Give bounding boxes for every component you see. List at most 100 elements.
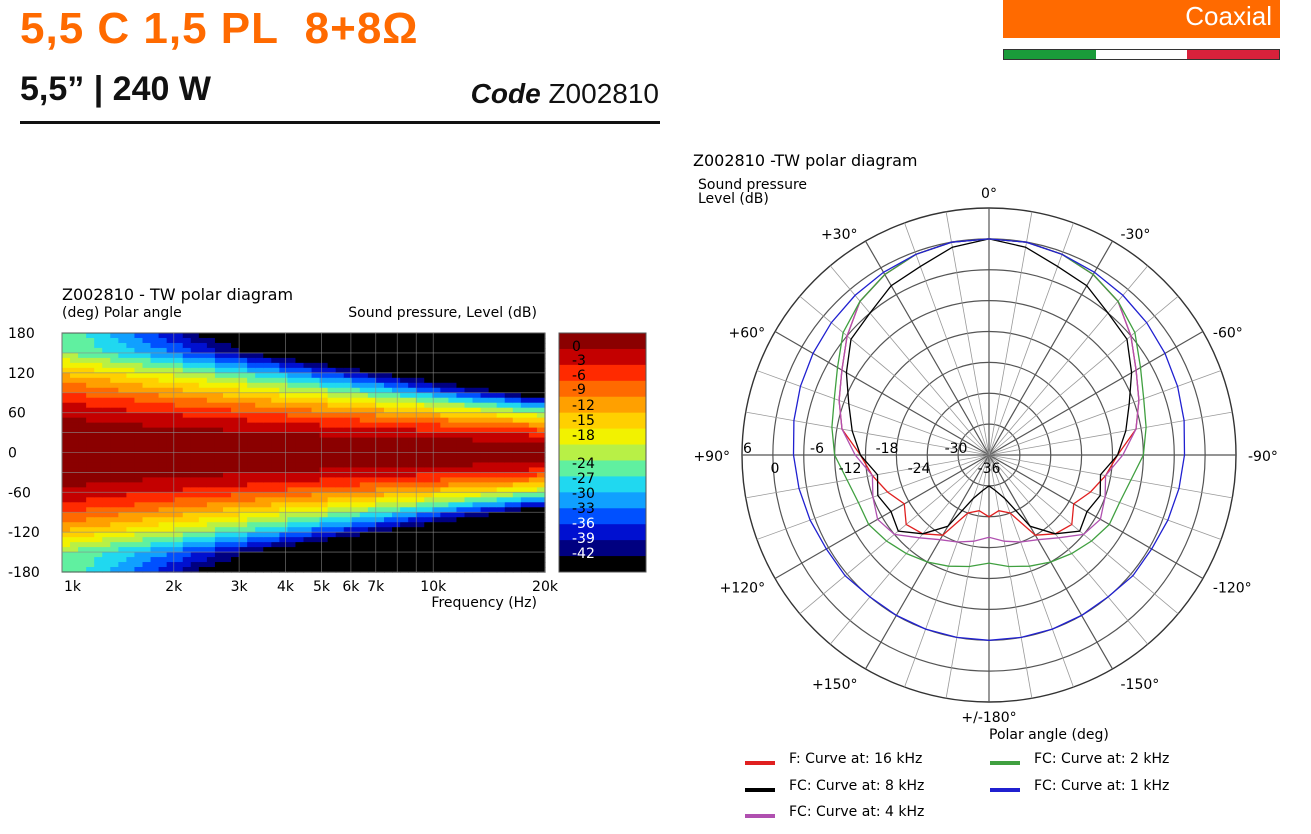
heatmap-cell bbox=[400, 422, 409, 429]
heatmap-cell bbox=[255, 382, 264, 389]
heatmap-cell bbox=[94, 333, 103, 339]
heatmap-cell bbox=[126, 407, 136, 414]
heatmap-cell bbox=[239, 522, 248, 528]
heatmap-cell bbox=[295, 457, 305, 464]
heatmap-cell bbox=[367, 457, 377, 464]
polar-spoke bbox=[988, 265, 1149, 456]
heatmap-cell bbox=[174, 427, 184, 434]
heatmap-cell bbox=[384, 532, 393, 538]
heatmap-cell bbox=[496, 517, 506, 523]
heatmap-cell bbox=[367, 442, 377, 449]
heatmap-cell bbox=[295, 557, 305, 563]
heatmap-cell bbox=[198, 477, 208, 483]
heatmap-cell bbox=[367, 437, 377, 444]
heatmap-cell bbox=[512, 407, 522, 414]
heatmap-cell bbox=[214, 557, 224, 563]
heatmap-cell bbox=[408, 333, 417, 339]
heatmap-cell bbox=[239, 347, 248, 354]
heatmap-cell bbox=[287, 402, 297, 409]
heatmap-cell bbox=[384, 362, 393, 369]
heatmap-cell bbox=[118, 487, 127, 493]
heatmap-cell bbox=[343, 337, 353, 344]
heatmap-cell bbox=[408, 452, 417, 459]
heatmap-cell bbox=[480, 333, 490, 339]
heatmap-cell bbox=[102, 447, 111, 454]
heatmap-cell bbox=[311, 547, 321, 553]
heatmap-cell bbox=[110, 407, 119, 414]
heatmap-cell bbox=[198, 402, 208, 409]
heatmap-cell bbox=[440, 502, 449, 508]
heatmap-cell bbox=[311, 447, 321, 454]
heatmap-cell bbox=[496, 452, 506, 459]
heatmap-cell bbox=[239, 342, 248, 349]
heatmap-cell bbox=[512, 382, 522, 389]
heatmap-cell bbox=[528, 352, 538, 359]
heatmap-cell bbox=[384, 542, 393, 548]
heatmap-cell bbox=[335, 497, 345, 503]
heatmap-cell bbox=[182, 542, 192, 548]
heatmap-cell bbox=[416, 347, 425, 354]
heatmap-cell bbox=[118, 387, 127, 394]
heatmap-cell bbox=[496, 427, 506, 434]
heatmap-cell bbox=[424, 447, 433, 454]
heatmap-cell bbox=[279, 537, 288, 543]
heatmap-cell bbox=[295, 392, 305, 399]
heatmap-cell bbox=[214, 547, 224, 553]
heatmap-cell bbox=[416, 437, 425, 444]
heatmap-cell bbox=[440, 397, 449, 404]
heatmap-cell bbox=[142, 397, 152, 404]
heatmap-cell bbox=[78, 362, 87, 369]
heatmap-cell bbox=[367, 502, 377, 508]
heatmap-cell bbox=[319, 447, 329, 454]
heatmap-cell bbox=[78, 537, 87, 543]
heatmap-cell bbox=[247, 372, 256, 379]
heatmap-cell bbox=[480, 537, 490, 543]
heatmap-cell bbox=[287, 407, 297, 414]
heatmap-cell bbox=[528, 392, 538, 399]
heatmap-cell bbox=[174, 437, 184, 444]
heatmap-cell bbox=[311, 542, 321, 548]
heatmap-cell bbox=[174, 482, 184, 488]
heatmap-y-tick-label: 120 bbox=[8, 366, 35, 382]
heatmap-cell bbox=[279, 352, 288, 359]
heatmap-cell bbox=[247, 567, 256, 573]
heatmap-cell bbox=[86, 412, 95, 419]
heatmap-cell bbox=[375, 512, 385, 518]
heatmap-cell bbox=[327, 502, 337, 508]
heatmap-cell bbox=[384, 447, 393, 454]
heatmap-cell bbox=[94, 357, 103, 364]
heatmap-cell bbox=[319, 547, 329, 553]
heatmap-cell bbox=[327, 477, 337, 483]
heatmap-cell bbox=[223, 532, 232, 538]
heatmap-cell bbox=[432, 427, 441, 434]
heatmap-cell bbox=[166, 547, 176, 553]
heatmap-cell bbox=[464, 527, 474, 533]
heatmap-cell bbox=[392, 447, 401, 454]
heatmap-cell bbox=[319, 402, 329, 409]
heatmap-cell bbox=[206, 522, 216, 528]
heatmap-cell bbox=[432, 412, 441, 419]
heatmap-cell bbox=[62, 387, 71, 394]
heatmap-cell bbox=[182, 377, 192, 384]
heatmap-cell bbox=[126, 482, 136, 488]
heatmap-cell bbox=[126, 497, 136, 503]
heatmap-cell bbox=[166, 437, 176, 444]
heatmap-cell bbox=[536, 517, 546, 523]
heatmap-cell bbox=[416, 447, 425, 454]
heatmap-cell bbox=[271, 462, 280, 469]
heatmap-cell bbox=[392, 517, 401, 523]
heatmap-cell bbox=[182, 417, 192, 424]
heatmap-cell bbox=[158, 452, 168, 459]
heatmap-cell bbox=[214, 482, 224, 488]
heatmap-cell bbox=[359, 547, 369, 553]
heatmap-y-tick-label: -60 bbox=[8, 485, 31, 501]
heatmap-cell bbox=[86, 567, 95, 573]
heatmap-cell bbox=[375, 477, 385, 483]
heatmap-cell bbox=[206, 417, 216, 424]
heatmap-cell bbox=[247, 427, 256, 434]
heatmap-cell bbox=[375, 482, 385, 488]
heatmap-cell bbox=[271, 397, 280, 404]
heatmap-cell bbox=[488, 367, 498, 374]
heatmap-cell bbox=[118, 552, 127, 558]
heatmap-cell bbox=[126, 437, 136, 444]
